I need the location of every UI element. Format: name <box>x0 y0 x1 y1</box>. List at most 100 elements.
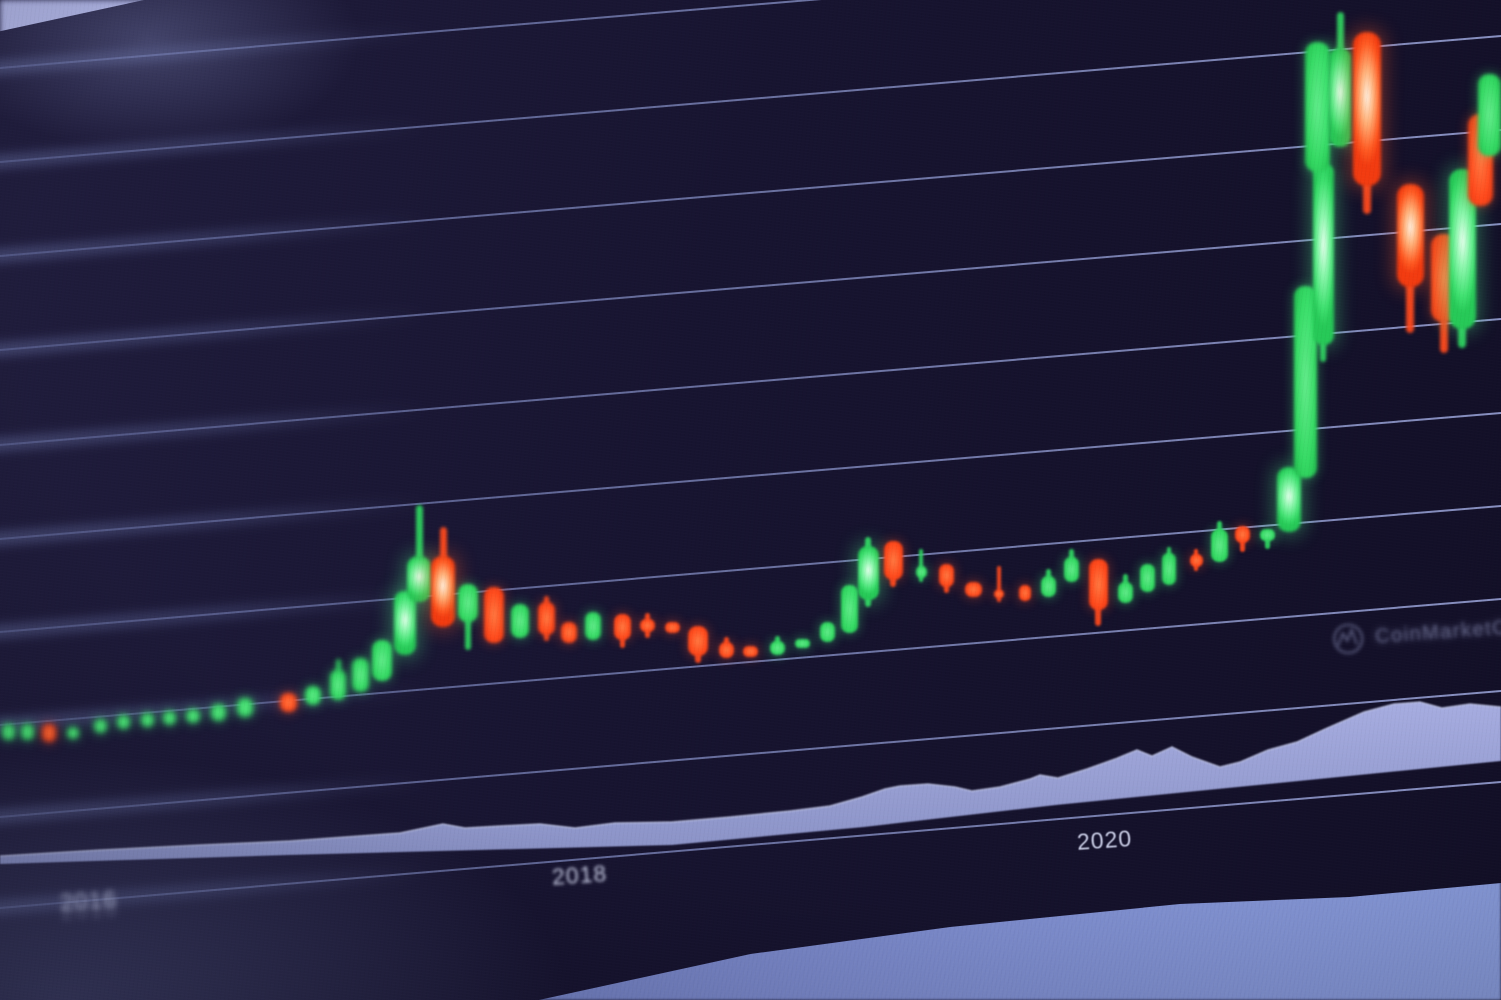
candle-up <box>1277 467 1301 532</box>
candle-wick-up <box>1122 574 1128 586</box>
watermark-text: CoinMarketCap <box>1374 614 1501 648</box>
candle-down <box>279 693 297 712</box>
candle-up <box>394 591 416 655</box>
candle-wick-up <box>919 574 923 582</box>
candle-up <box>162 711 176 725</box>
candle-wick-up <box>865 537 871 550</box>
candle-wick-down <box>644 613 650 623</box>
candle-wick-down <box>723 637 729 646</box>
candle-wick-up <box>919 549 923 570</box>
candle-up <box>1 724 15 740</box>
candle-down <box>561 622 577 643</box>
candle-up <box>1259 529 1275 541</box>
candle-wick-up <box>1068 549 1074 561</box>
candle-down <box>994 590 1004 598</box>
candle-down <box>742 646 758 657</box>
bottom-left-haze <box>0 720 640 1000</box>
candle-up <box>372 640 392 681</box>
candle-wick-down <box>543 596 549 606</box>
candle-up <box>330 670 346 700</box>
candle-up <box>857 546 879 600</box>
candle-wick-down <box>1363 182 1371 214</box>
candle-up <box>1063 557 1079 582</box>
candle-up <box>819 622 835 642</box>
candle-down <box>664 622 680 633</box>
candle-down <box>1353 32 1381 186</box>
candle-wick-down <box>619 636 625 648</box>
candle-up <box>1162 553 1176 585</box>
candle-up <box>769 641 785 655</box>
candle-down <box>1396 184 1424 287</box>
candle-wick-down <box>1406 283 1414 333</box>
candle-down <box>688 626 708 656</box>
candle-wick-up <box>1167 547 1171 557</box>
candle-up <box>458 584 478 622</box>
candle-wick-down <box>1194 563 1198 571</box>
candle-down <box>42 724 56 742</box>
candle-up <box>93 719 107 733</box>
candle-up <box>237 698 253 717</box>
candle-wick-down <box>695 652 701 663</box>
candle-wick-down <box>644 628 650 638</box>
candle-down <box>639 619 655 632</box>
candle-wick-up <box>335 659 341 674</box>
candle-wick-down <box>439 527 447 560</box>
candle-up <box>1304 42 1330 172</box>
candle-up <box>1139 564 1155 592</box>
candle-wick-down <box>890 576 896 587</box>
candle-down <box>883 541 903 580</box>
candle-up <box>585 612 601 640</box>
candle-up <box>305 686 321 705</box>
candle-up <box>1040 576 1056 597</box>
candle-up <box>140 713 154 727</box>
candle-wick-up <box>774 636 780 645</box>
candle-down <box>484 587 504 643</box>
candle-up <box>186 709 200 723</box>
candle-wick-up <box>1264 537 1270 549</box>
candle-wick-up <box>1458 325 1466 348</box>
chart-watermark: CoinMarketCap <box>1330 609 1501 657</box>
candle-wick-down <box>997 566 1001 594</box>
candle-up <box>1477 74 1501 156</box>
candle-wick-down <box>1239 539 1245 552</box>
candle-down <box>613 614 631 640</box>
candle-up <box>1293 286 1317 478</box>
candle-up <box>67 727 79 739</box>
candle-wick-down <box>543 631 549 641</box>
candle-up <box>840 585 858 633</box>
candle-down <box>1189 554 1203 567</box>
candle-wick-down <box>997 594 1001 602</box>
candle-wick-down <box>1440 318 1448 353</box>
candle-down <box>537 602 555 635</box>
candle-up <box>407 556 431 602</box>
candle-down <box>718 642 734 658</box>
candle-down <box>1088 559 1108 610</box>
candle-up <box>1210 529 1228 562</box>
candle-up <box>794 639 810 648</box>
candle-wick-down <box>943 583 949 593</box>
candle-up <box>915 566 927 578</box>
coinmarketcap-logo-icon <box>1332 623 1364 655</box>
candle-up <box>511 604 529 638</box>
candle-up <box>1312 163 1334 345</box>
candle-up <box>351 658 369 692</box>
candle-up <box>20 724 34 740</box>
candle-up <box>1117 582 1133 603</box>
candle-wick-down <box>1194 549 1198 558</box>
candle-wick-up <box>465 618 471 650</box>
candle-up <box>116 715 130 729</box>
candle-down <box>431 556 455 627</box>
candle-wick-up <box>1336 12 1344 52</box>
candle-up <box>210 704 226 721</box>
candle-wick-up <box>1216 521 1222 533</box>
screen-glare-haze <box>0 0 360 150</box>
candle-wick-up <box>1045 569 1051 580</box>
candle-down <box>964 582 982 597</box>
candle-wick-up <box>865 596 871 607</box>
candle-up <box>1329 48 1351 147</box>
x-axis-year-label: 2020 <box>1076 825 1133 855</box>
